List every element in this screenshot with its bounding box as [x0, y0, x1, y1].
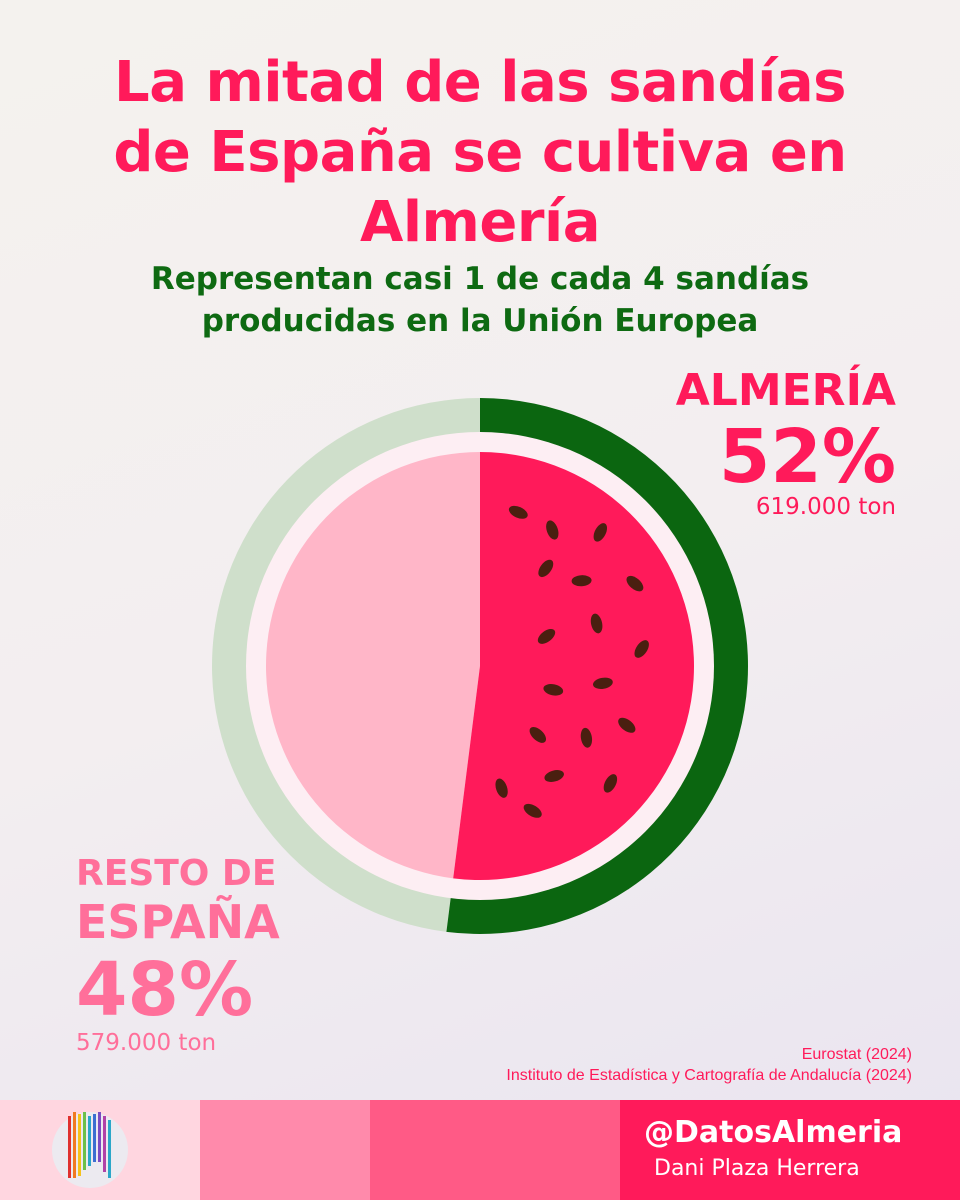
almeria-percent-label: 52%	[718, 414, 896, 500]
almeria-slice	[453, 452, 694, 880]
footer-author: Dani Plaza Herrera	[654, 1156, 860, 1181]
datos-almeria-logo	[52, 1112, 128, 1188]
resto-tonnes-label: 579.000 ton	[76, 1030, 217, 1056]
resto-percent-label: 48%	[76, 947, 254, 1033]
seed-mark	[571, 575, 592, 587]
footer-bar: @DatosAlmeria Dani Plaza Herrera	[0, 1100, 960, 1200]
resto-name-line-2: ESPAÑA	[76, 895, 280, 949]
almeria-tonnes-label: 619.000 ton	[755, 494, 896, 520]
almeria-name-label: ALMERÍA	[675, 365, 896, 416]
resto-label: RESTO DE ESPAÑA 48% 579.000 ton	[76, 852, 280, 1058]
title-line-3: Almería	[360, 190, 600, 255]
seed-mark	[634, 640, 649, 658]
seed-mark	[544, 770, 564, 782]
subtitle-line-1: Representan casi 1 de cada 4 sandías	[150, 261, 810, 297]
seed-mark	[593, 523, 608, 542]
seed-mark	[626, 575, 644, 592]
footer-segment-strong	[370, 1100, 620, 1200]
subtitle-line-2: producidas en la Unión Europea	[201, 303, 759, 339]
page-title: La mitad de las sandías de España se cul…	[40, 48, 920, 258]
title-line-2: de España se cultiva en	[113, 120, 847, 185]
seed-mark	[603, 774, 618, 793]
seed-mark	[495, 778, 508, 798]
seed-mark	[592, 677, 613, 689]
resto-slice	[265, 452, 480, 879]
seed-mark	[538, 559, 554, 578]
resto-name-line-1: RESTO DE	[76, 853, 277, 894]
seed-mark	[546, 520, 559, 540]
seed-mark	[618, 717, 636, 733]
seed-mark	[543, 684, 564, 696]
seed-mark	[529, 726, 547, 743]
title-line-1: La mitad de las sandías	[114, 50, 846, 115]
seed-mark	[523, 803, 542, 818]
almeria-label: ALMERÍA 52% 619.000 ton	[676, 366, 896, 522]
footer-handle[interactable]: @DatosAlmeria	[644, 1115, 903, 1150]
seed-mark	[537, 628, 556, 644]
subtitle: Representan casi 1 de cada 4 sandías pro…	[60, 258, 900, 342]
seed-mark	[590, 613, 603, 634]
footer-segment-mid	[200, 1100, 370, 1200]
source-line-2: Instituto de Estadística y Cartografía d…	[506, 1067, 912, 1084]
logo-bars-icon	[68, 1112, 111, 1178]
sources: Eurostat (2024) Instituto de Estadística…	[506, 1044, 912, 1086]
footer-segment-brand: @DatosAlmeria Dani Plaza Herrera	[620, 1100, 960, 1200]
seed-mark	[508, 505, 528, 519]
seed-mark	[580, 727, 593, 748]
source-line-1: Eurostat (2024)	[801, 1046, 912, 1063]
